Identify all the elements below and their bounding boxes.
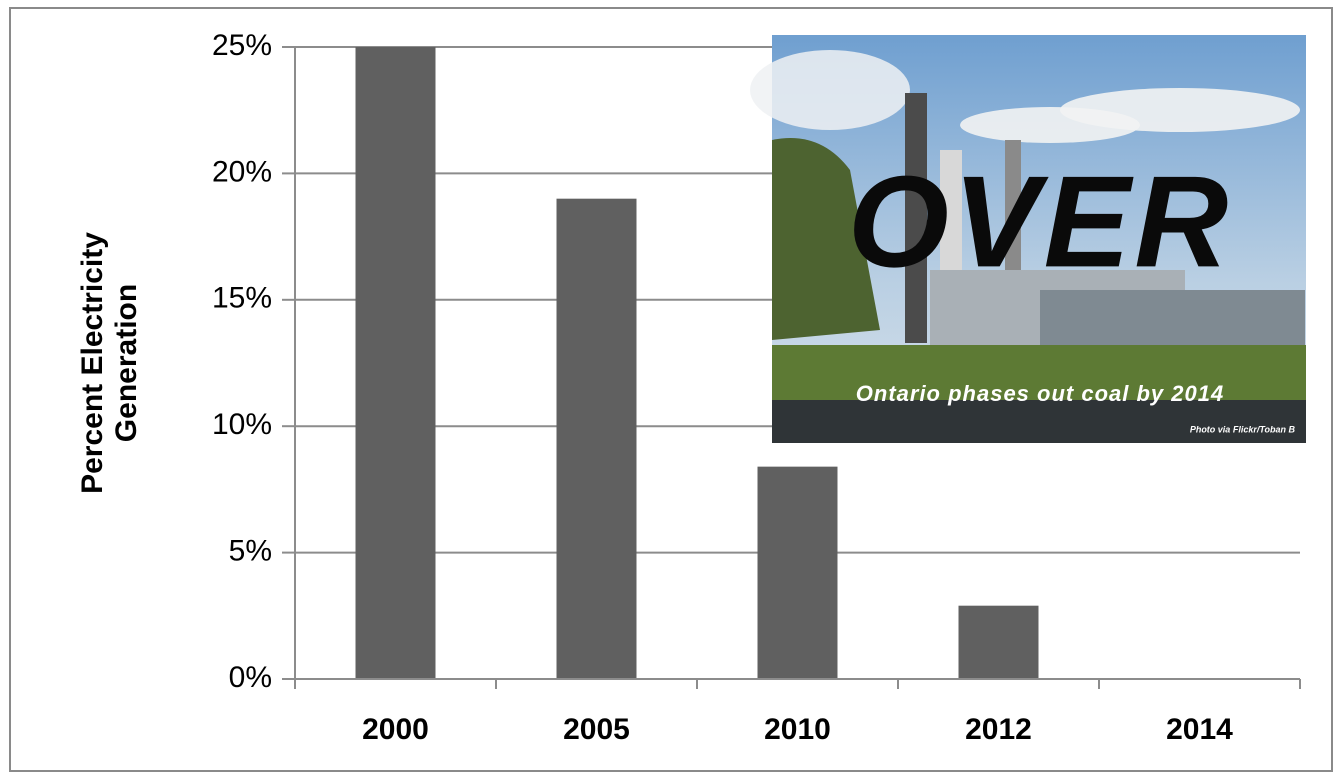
plant <box>1040 290 1305 350</box>
y-tick-label: 15% <box>212 282 272 315</box>
trees <box>772 138 880 340</box>
bar <box>757 466 838 679</box>
x-tick-label: 2010 <box>764 713 831 746</box>
inset-photo: OVER Ontario phases out coal by 2014 Pho… <box>750 35 1306 443</box>
cloud <box>750 50 910 130</box>
y-axis-label: Percent Electricity Generation <box>76 232 143 494</box>
x-tick-label: 2014 <box>1166 713 1233 746</box>
x-tick-label: 2000 <box>362 713 429 746</box>
bar <box>355 47 436 679</box>
road <box>772 400 1306 443</box>
y-tick-label: 10% <box>212 408 272 441</box>
inset-headline: OVER <box>848 148 1232 294</box>
inset-credit: Photo via Flickr/Toban B <box>1190 424 1296 434</box>
bar <box>958 605 1039 679</box>
grass <box>772 345 1306 400</box>
bars <box>355 47 1039 679</box>
y-tick-label: 0% <box>229 661 272 694</box>
x-tick-label: 2005 <box>563 713 630 746</box>
bar <box>556 198 637 679</box>
stack <box>905 93 927 343</box>
y-tick-label: 5% <box>229 535 272 568</box>
chart-frame <box>9 7 1333 772</box>
y-tick-label: 25% <box>212 29 272 62</box>
x-tick-label: 2012 <box>965 713 1032 746</box>
axes: 0% 5% 10% 15% 20% 25% 2000 2005 2010 2012 2014 <box>212 29 1301 746</box>
smoke <box>960 107 1140 143</box>
y-tick-label: 20% <box>212 155 272 188</box>
inset-caption: Ontario phases out coal by 2014 <box>856 381 1224 406</box>
